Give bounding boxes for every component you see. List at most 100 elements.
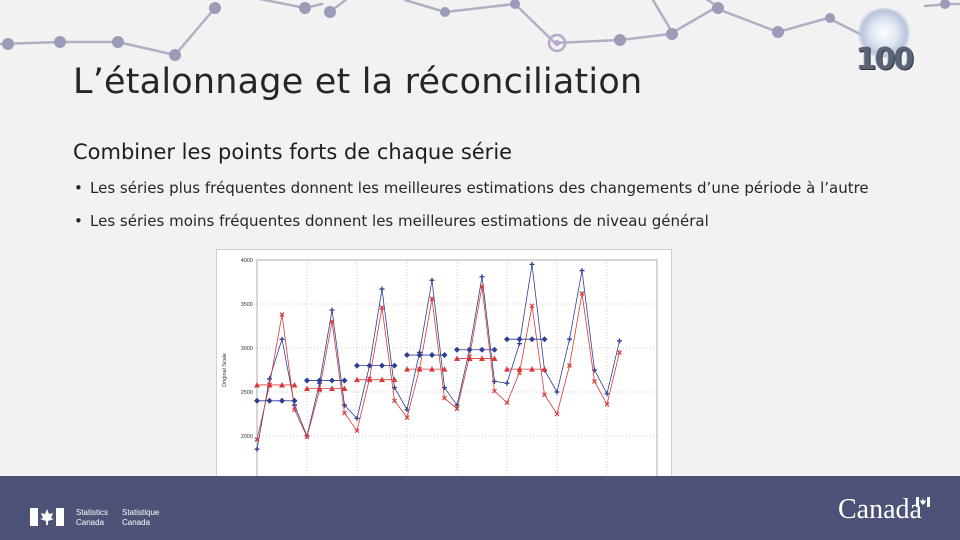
data-point [379,286,385,292]
bullet-text: Les séries plus fréquentes donnent les m… [90,179,869,197]
data-point [541,336,548,343]
statistique-canada-fr-line: Canada [122,518,151,527]
bullet-item: • Les séries plus fréquentes donnent les… [73,178,893,198]
data-point [492,378,497,384]
footer-bar [0,476,960,540]
data-point [454,355,460,362]
data-point [291,381,298,388]
data-point [292,407,297,413]
data-point [567,363,572,369]
data-point [379,376,385,383]
data-point [567,336,572,342]
data-point [529,303,535,309]
bullet-list: • Les séries plus fréquentes donnent les… [73,178,893,244]
data-point [542,392,547,398]
data-point [404,366,410,372]
data-point [354,428,360,434]
data-point [429,296,435,302]
data-point [492,388,497,394]
data-point [416,352,423,359]
data-point [304,385,310,391]
data-point [316,385,323,391]
data-point [516,366,523,372]
data-point [516,336,523,343]
data-point [429,277,435,283]
data-point [529,366,535,372]
data-point [266,381,273,388]
benchmark-chart: 1500200025003000350040002000200120022003… [216,249,672,520]
bullet-icon: • [74,212,83,230]
data-point [329,319,335,325]
data-point [341,385,348,391]
data-point [279,312,285,317]
data-point [304,377,310,384]
data-point [479,355,485,362]
data-point [416,366,423,372]
data-point [254,397,260,404]
data-point [304,434,310,440]
data-point [266,397,273,404]
data-point [342,410,347,416]
data-point [379,305,385,310]
data-point [604,401,610,407]
bullet-text: Les séries moins fréquentes donnent les … [90,212,709,230]
bullet-item: • Les séries moins fréquentes donnent le… [73,211,893,231]
bullet-icon: • [74,179,83,197]
y-tick-label: 3500 [241,302,253,308]
statistics-canada-en-line: Canada [76,518,105,527]
data-point [554,389,560,395]
data-point [529,261,535,267]
data-point [541,366,548,372]
data-point [479,274,485,280]
data-point [454,346,460,353]
data-point [279,381,285,388]
data-point [254,446,260,452]
statistique-canada-fr-line: Statistique [122,508,160,517]
data-point [329,377,335,384]
data-point [354,362,360,369]
data-point [429,352,435,359]
data-point [391,362,398,369]
data-point [604,391,610,397]
data-point [592,379,597,384]
data-point [316,377,323,384]
slide-subtitle: Combiner les points forts de chaque séri… [73,140,513,164]
data-point [504,380,510,386]
data-point [479,283,485,289]
statistics-canada-en: Statistics Canada [76,508,108,528]
data-point [441,366,448,372]
data-point [342,402,347,408]
data-point [504,400,510,405]
y-tick-label: 2000 [241,434,253,440]
data-point [354,376,360,383]
data-point [479,346,485,353]
data-point [617,338,622,344]
data-point [466,355,473,362]
data-point [504,336,510,343]
data-point [341,377,348,384]
data-point [579,268,585,274]
data-point [279,336,285,342]
canada-flag-icon [30,508,64,526]
data-point [579,291,585,296]
data-point [429,366,435,372]
header-network-graphic [0,0,960,61]
data-point [392,398,397,404]
y-axis-label: Original Scale [222,353,228,387]
data-point [404,352,410,359]
data-point [491,355,498,362]
statistics-canada-en-line: Statistics [76,508,109,517]
data-point [254,381,260,388]
data-point [454,402,460,408]
y-tick-label: 2500 [241,390,253,396]
anniversary-number: 100 [855,42,915,77]
data-point [491,346,498,353]
data-point [529,336,535,343]
data-point [279,397,285,404]
anniversary-100-logo: 100 [846,8,920,78]
data-point [329,307,335,313]
data-point [441,352,448,359]
canada-wordmark: Canada [838,494,922,525]
data-point [391,376,398,383]
data-point [404,415,410,420]
